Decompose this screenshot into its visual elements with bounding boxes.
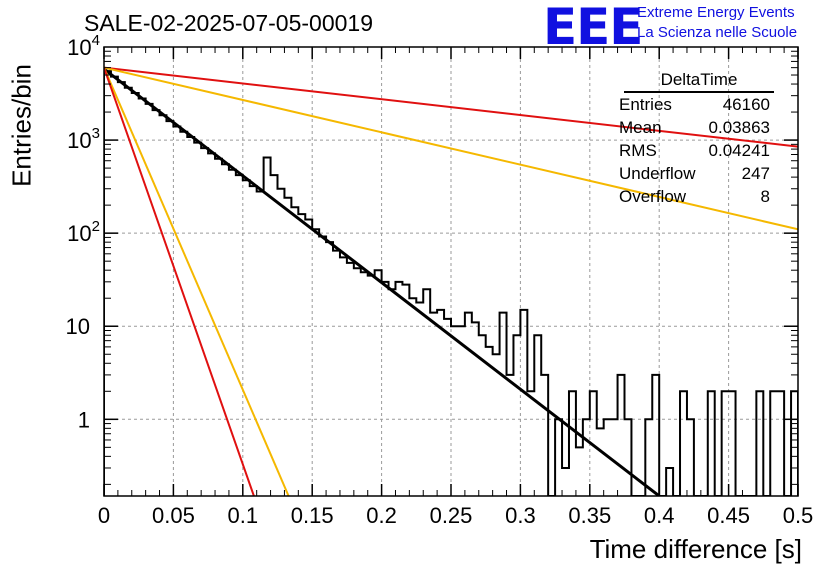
stats-value: 8: [760, 187, 770, 206]
x-tick-label: 0.35: [568, 503, 611, 528]
reference-line: [104, 66, 798, 231]
reference-line: [104, 67, 255, 496]
y-tick-label: 102: [67, 218, 100, 246]
x-tick-label: 0.15: [291, 503, 334, 528]
x-tick-label: 0.1: [228, 503, 259, 528]
stats-value: 46160: [722, 95, 770, 114]
x-tick-label: 0.2: [366, 503, 397, 528]
y-tick-label: 10: [66, 314, 90, 339]
x-tick-label: 0.25: [430, 503, 473, 528]
stats-box: DeltaTime Entries 46160 Mean 0.03863 RMS 0.…: [610, 70, 778, 208]
y-tick-base: 10: [67, 221, 91, 246]
logo-subtitle-line1: Extreme Energy Events: [637, 4, 795, 21]
stats-label: Entries: [619, 95, 672, 114]
stats-value: 0.03863: [708, 118, 770, 137]
stats-label: Overflow: [619, 187, 687, 206]
reference-line: [104, 67, 290, 496]
stats-row: Entries 46160: [610, 93, 778, 116]
y-tick-base: 10: [67, 128, 91, 153]
y-tick-exponent: 2: [92, 218, 100, 235]
y-tick-exponent: 3: [92, 125, 100, 142]
y-axis-label: Entries/bin: [6, 64, 37, 187]
stats-title: DeltaTime: [624, 70, 774, 93]
y-tick-label: 104: [67, 32, 100, 60]
y-tick-exponent: 4: [92, 32, 100, 49]
x-tick-label: 0.4: [644, 503, 675, 528]
x-tick-label: 0.05: [152, 503, 195, 528]
fit-line: [104, 67, 661, 496]
stats-label: Underflow: [619, 164, 696, 183]
x-tick-label: 0.3: [505, 503, 536, 528]
stats-row: Mean 0.03863: [610, 116, 778, 139]
stats-row: Overflow 8: [610, 185, 778, 208]
y-tick-label: 103: [67, 125, 100, 153]
x-axis-label: Time difference [s]: [589, 534, 802, 564]
y-tick-base: 10: [67, 35, 91, 60]
x-tick-label: 0.5: [783, 503, 814, 528]
reference-line: [104, 66, 798, 148]
stats-row: Underflow 247: [610, 162, 778, 185]
x-tick-label: 0: [98, 503, 110, 528]
logo-subtitle-line2: La Scienza nelle Scuole: [637, 24, 798, 41]
stats-label: RMS: [619, 141, 657, 160]
eee-logo: EEE: [543, 0, 643, 56]
y-tick-label: 1: [78, 407, 90, 432]
x-tick-label: 0.45: [707, 503, 750, 528]
stats-label: Mean: [619, 118, 662, 137]
stats-value: 0.04241: [708, 141, 770, 160]
stats-row: RMS 0.04241: [610, 139, 778, 162]
chart-title: SALE-02-2025-07-05-00019: [84, 10, 373, 36]
stats-value: 247: [741, 164, 770, 183]
